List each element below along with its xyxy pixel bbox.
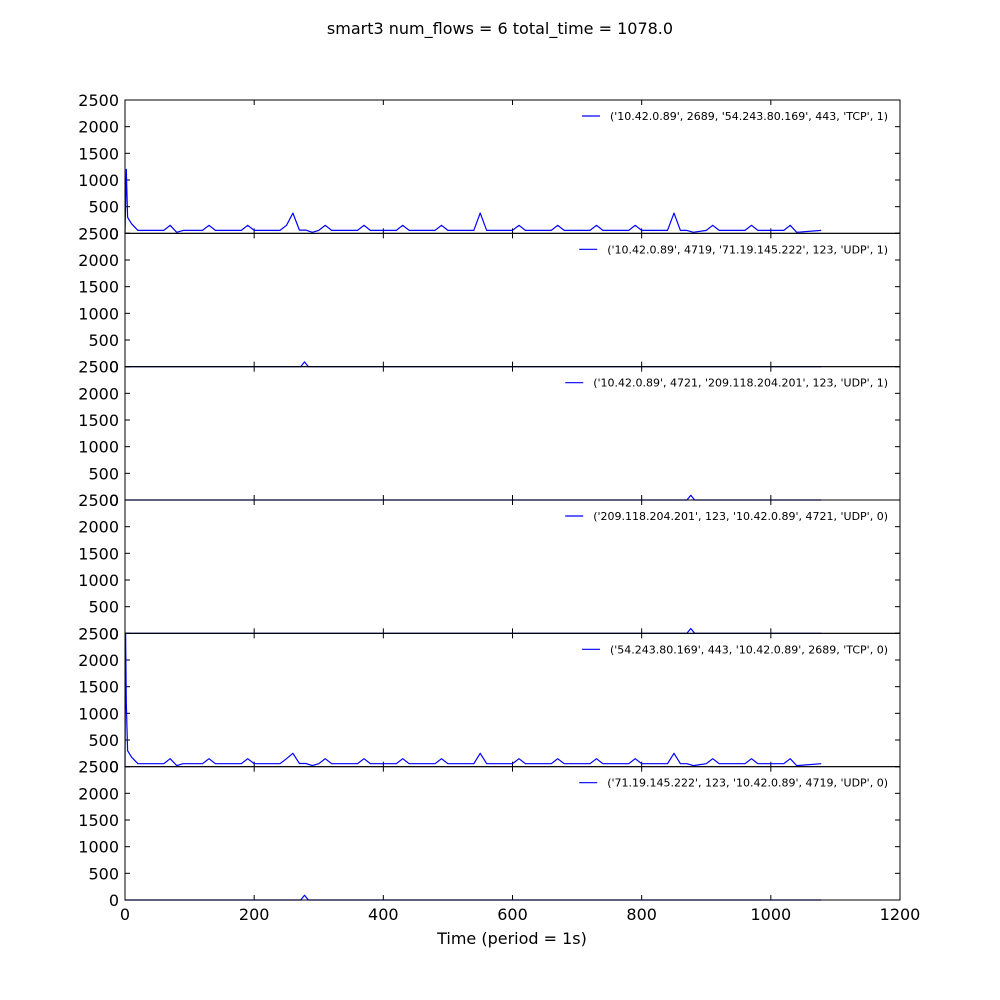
x-tick-label: 600 <box>497 905 528 924</box>
series-line <box>125 894 822 901</box>
y-tick-label: 1500 <box>78 144 119 163</box>
subplot-2: 0 500 1000 1500 2000 2500 ('10.42.0.89', 4719,… <box>78 224 901 377</box>
y-tick-label: 1500 <box>78 678 119 697</box>
y-tick-label: 1000 <box>78 171 119 190</box>
x-tick-label: 200 <box>239 905 270 924</box>
x-tick-label: 400 <box>368 905 399 924</box>
x-axis-label: Time (period = 1s) <box>436 929 587 948</box>
y-tick-label: 2000 <box>78 518 119 537</box>
y-tick-label: 2000 <box>78 118 119 137</box>
y-tick-label: 500 <box>88 331 119 350</box>
legend-label: ('54.243.80.169', 443, '10.42.0.89', 268… <box>610 643 888 656</box>
y-tick-label: 500 <box>88 464 119 483</box>
y-tick-label: 1000 <box>78 304 119 323</box>
series-line <box>125 361 822 368</box>
y-tick-label: 2500 <box>78 624 119 643</box>
chart-title: smart3 num_flows = 6 total_time = 1078.0 <box>327 19 673 39</box>
series-line <box>125 627 822 634</box>
x-tick-label: 1000 <box>750 905 791 924</box>
series-line <box>124 168 822 234</box>
y-tick-label: 500 <box>88 731 119 750</box>
y-tick-label: 500 <box>88 864 119 883</box>
y-tick-label: 0 <box>109 358 119 377</box>
y-tick-label: 500 <box>88 598 119 617</box>
subplot-4: 0 500 1000 1500 2000 2500 ('209.118.204.201', … <box>78 491 901 643</box>
y-tick-label: 0 <box>109 891 119 910</box>
y-tick-label: 1000 <box>78 838 119 857</box>
x-tick-label: 1200 <box>880 905 921 924</box>
y-tick-label: 2000 <box>78 384 119 403</box>
x-tick-label: 800 <box>626 905 657 924</box>
y-tick-label: 1500 <box>78 278 119 297</box>
x-tick-label: 0 <box>120 905 130 924</box>
y-tick-label: 2500 <box>78 358 119 377</box>
y-tick-label: 1000 <box>78 438 119 457</box>
y-tick-label: 2500 <box>78 491 119 510</box>
series-line <box>124 632 822 767</box>
y-tick-label: 1500 <box>78 411 119 430</box>
y-tick-label: 1000 <box>78 704 119 723</box>
y-tick-label: 0 <box>109 758 119 777</box>
y-tick-label: 2500 <box>78 91 119 110</box>
y-tick-label: 0 <box>109 624 119 643</box>
y-tick-label: 2500 <box>78 224 119 243</box>
legend-label: ('10.42.0.89', 4721, '209.118.204.201', … <box>593 377 888 390</box>
legend-label: ('209.118.204.201', 123, '10.42.0.89', 4… <box>593 510 888 523</box>
plot-frame <box>124 766 901 901</box>
y-tick-label: 1500 <box>78 544 119 563</box>
subplot-3: 0 500 1000 1500 2000 2500 ('10.42.0.89', 4721,… <box>78 358 901 510</box>
subplot-5: 0 500 1000 1500 2000 2500 ('54.243.80.169', 44… <box>78 624 901 777</box>
series-line <box>125 494 822 501</box>
y-tick-label: 0 <box>109 224 119 243</box>
y-tick-label: 2000 <box>78 651 119 670</box>
y-tick-label: 1500 <box>78 811 119 830</box>
y-tick-label: 2500 <box>78 758 119 777</box>
subplot-6: 0 500 1000 1500 2000 2500 ('71.19.145.222', 12… <box>78 758 901 910</box>
y-tick-label: 1000 <box>78 571 119 590</box>
y-tick-label: 0 <box>109 491 119 510</box>
y-tick-label: 2000 <box>78 784 119 803</box>
legend-label: ('10.42.0.89', 4719, '71.19.145.222', 12… <box>607 243 888 256</box>
legend-label: ('10.42.0.89', 2689, '54.243.80.169', 44… <box>610 110 888 123</box>
y-tick-label: 2000 <box>78 251 119 270</box>
y-tick-label: 500 <box>88 198 119 217</box>
subplot-1: 0 500 1000 1500 2000 2500 ('10.42.0.89', 2689,… <box>78 91 901 243</box>
legend-label: ('71.19.145.222', 123, '10.42.0.89', 471… <box>607 777 888 790</box>
